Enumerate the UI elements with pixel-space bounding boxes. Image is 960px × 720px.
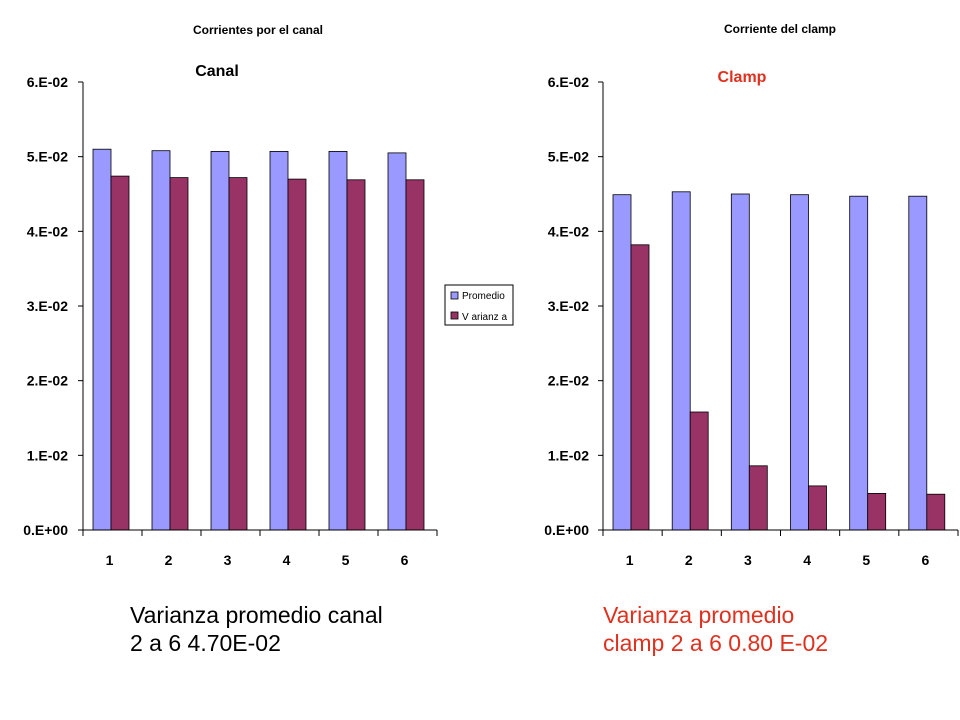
x-tick-label: 6 [401, 552, 409, 568]
y-tick-label: 1.E-02 [548, 447, 589, 463]
bar-varianza-6 [926, 493, 946, 531]
chart-clamp: Corriente del clamp Clamp 0.E+00 1.E-02 2.… [544, 22, 959, 568]
bar-promedio-3 [210, 150, 230, 531]
y-tick-label: 6.E-02 [27, 74, 68, 90]
x-tick-label: 6 [922, 552, 930, 568]
y-tick-label: 0.E+00 [544, 522, 589, 538]
caption-clamp: Varianza promedio clamp 2 a 6 0.80 E-02 [603, 601, 828, 657]
chart-subtitle: Canal [195, 63, 239, 80]
legend-label-promedio: Promedio [462, 291, 505, 302]
legend-swatch-varianza [450, 311, 459, 320]
legend-label-varianza: V arianz a [462, 312, 507, 323]
x-tick-label: 5 [862, 552, 870, 568]
bar-promedio-4 [269, 150, 289, 531]
bar-varianza-3 [228, 177, 248, 531]
bar-varianza-2 [169, 177, 189, 531]
x-tick-label: 3 [744, 552, 752, 568]
bar-varianza-4 [287, 178, 307, 531]
y-tick-label: 4.E-02 [27, 223, 68, 239]
bar-promedio-3 [730, 193, 750, 531]
bar-varianza-1 [110, 175, 130, 531]
y-tick-label: 2.E-02 [27, 373, 68, 389]
bar-varianza-2 [689, 411, 709, 531]
legend-swatch-promedio [450, 291, 459, 300]
caption-canal-line-2: 2 a 6 4.70E-02 [130, 630, 281, 656]
x-tick-label: 2 [685, 552, 693, 568]
bar-promedio-6 [387, 152, 407, 531]
bar-varianza-3 [748, 465, 768, 531]
bar-promedio-5 [849, 195, 869, 531]
chart-subtitle: Clamp [718, 69, 767, 86]
y-tick-label: 2.E-02 [548, 373, 589, 389]
bar-promedio-6 [908, 195, 928, 531]
x-tick-label: 1 [106, 552, 114, 568]
y-tick-label: 4.E-02 [548, 223, 589, 239]
chart-legend: Promedio V arianz a [444, 284, 514, 326]
bar-promedio-5 [328, 150, 348, 531]
bar-promedio-2 [151, 150, 171, 531]
caption-clamp-line-1: Varianza promedio [603, 602, 795, 628]
chart-title: Corrientes por el canal [193, 23, 323, 37]
x-tick-label: 2 [165, 552, 173, 568]
y-tick-label: 3.E-02 [548, 298, 589, 314]
y-tick-label: 3.E-02 [27, 298, 68, 314]
x-tick-label: 5 [342, 552, 350, 568]
bar-varianza-1 [630, 244, 650, 531]
x-tick-label: 1 [626, 552, 634, 568]
caption-canal-line-1: Varianza promedio canal [130, 602, 383, 628]
bar-varianza-6 [405, 179, 425, 531]
y-tick-label: 5.E-02 [27, 149, 68, 165]
bar-varianza-5 [346, 179, 366, 531]
bar-varianza-5 [867, 492, 887, 531]
caption-canal: Varianza promedio canal 2 a 6 4.70E-02 [130, 601, 383, 657]
x-tick-label: 3 [224, 552, 232, 568]
x-tick-label: 4 [803, 552, 811, 568]
y-tick-label: 1.E-02 [27, 447, 68, 463]
bar-promedio-1 [612, 194, 632, 531]
bar-promedio-1 [92, 148, 112, 531]
bar-promedio-2 [671, 191, 691, 531]
y-tick-label: 0.E+00 [23, 522, 68, 538]
chart-canal: Corrientes por el canal Canal 0.E+00 1.E-… [23, 23, 438, 568]
y-tick-label: 5.E-02 [548, 149, 589, 165]
caption-clamp-line-2: clamp 2 a 6 0.80 E-02 [603, 630, 829, 656]
chart-title: Corriente del clamp [724, 22, 836, 36]
bar-varianza-4 [808, 485, 827, 531]
y-tick-label: 6.E-02 [548, 74, 589, 90]
bar-promedio-4 [790, 194, 809, 531]
x-tick-label: 4 [283, 552, 291, 568]
